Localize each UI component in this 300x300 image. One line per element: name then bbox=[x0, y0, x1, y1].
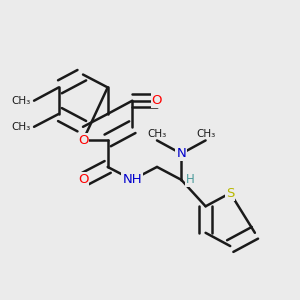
Text: CH₃: CH₃ bbox=[147, 129, 167, 139]
Text: O: O bbox=[78, 173, 88, 186]
Text: O: O bbox=[152, 94, 162, 107]
Text: CH₃: CH₃ bbox=[196, 129, 215, 139]
Text: N: N bbox=[176, 147, 186, 160]
Text: O: O bbox=[78, 134, 88, 147]
Text: H: H bbox=[186, 173, 195, 186]
Text: S: S bbox=[226, 187, 234, 200]
Text: CH₃: CH₃ bbox=[11, 96, 30, 106]
Text: NH: NH bbox=[122, 173, 142, 186]
Text: CH₃: CH₃ bbox=[11, 122, 30, 132]
